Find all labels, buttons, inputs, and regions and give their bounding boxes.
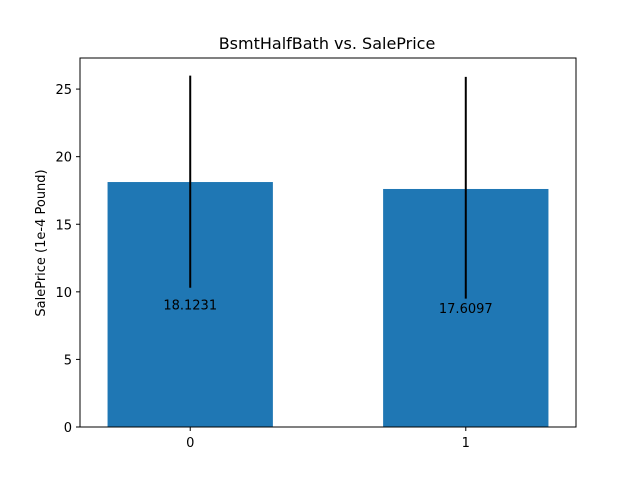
- y-tick-label: 10: [55, 286, 72, 301]
- chart-title: BsmtHalfBath vs. SalePrice: [219, 34, 436, 53]
- y-axis-label: SalePrice (1e-4 Pound): [34, 169, 49, 316]
- plot-frame: [79, 57, 577, 428]
- plot-area: 18.1231 17.6097 0 5 10 15 20 25 0 1: [55, 75, 549, 451]
- y-tick-label: 5: [64, 353, 72, 368]
- data-label-0: 18.1231: [163, 299, 217, 314]
- x-tick-label: 1: [462, 436, 470, 451]
- y-tick-label: 25: [55, 83, 72, 98]
- y-tick-label: 20: [55, 151, 72, 166]
- y-tick-label: 0: [64, 421, 72, 436]
- y-tick-label: 15: [55, 218, 72, 233]
- x-tick-label: 0: [186, 436, 194, 451]
- data-label-1: 17.6097: [439, 302, 493, 317]
